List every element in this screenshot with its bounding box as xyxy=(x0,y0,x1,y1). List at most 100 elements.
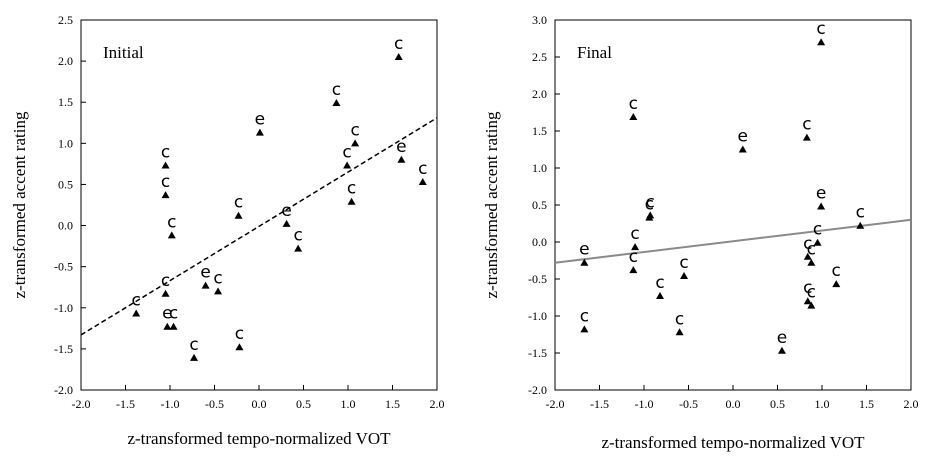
chart-0-point-marker xyxy=(169,322,178,330)
chart-1-x-tick-label: 0.5 xyxy=(770,397,785,411)
chart-1-point-marker xyxy=(807,258,816,266)
chart-0-point-marker xyxy=(235,343,244,351)
chart-1-point-label: c xyxy=(856,203,865,223)
chart-1-point-label: c xyxy=(802,115,811,135)
chart-0-point-label: c xyxy=(342,143,351,163)
chart-1-point-marker xyxy=(856,221,865,229)
chart-0-point-label: e xyxy=(281,201,291,221)
chart-1-point-marker xyxy=(646,211,655,219)
chart-0-point-marker xyxy=(214,287,223,295)
chart-0-point-marker xyxy=(167,231,176,239)
chart-1-point-label: e xyxy=(738,127,748,147)
chart-1-point-marker xyxy=(738,145,747,153)
chart-1-y-axis-label: z-transformed accent rating xyxy=(482,111,501,298)
chart-1-panel-title: Final xyxy=(577,43,612,62)
chart-0-point-label: c xyxy=(132,291,141,311)
chart-0-point-label: c xyxy=(213,268,222,288)
chart-0-y-tick-label: 2.5 xyxy=(58,13,73,27)
chart-1-point-label: c xyxy=(645,195,654,215)
chart-0-panel-title: Initial xyxy=(103,43,144,62)
chart-0-x-tick-label: 1.5 xyxy=(385,397,400,411)
chart-1-point-label: c xyxy=(630,224,639,244)
chart-1-point-marker xyxy=(580,258,589,266)
chart-0-point-marker xyxy=(201,281,210,289)
chart-0-y-tick-label: -2.0 xyxy=(54,383,73,397)
chart-1-point-marker xyxy=(675,328,684,336)
panel-initial: -2.0 -1.5 -1.0 -0.5 0.0 0.5 1.0 1.5 2.0 -2.0 -1.5 -… xyxy=(10,13,445,448)
chart-1-x-tick-label: -1.5 xyxy=(590,397,609,411)
chart-0-point-marker xyxy=(163,322,172,330)
chart-1-point-marker xyxy=(803,252,812,260)
chart-1-y-tick-label: 2.5 xyxy=(532,50,547,64)
chart-0-point-marker xyxy=(397,155,406,163)
chart-1-point-label: c xyxy=(807,240,816,260)
chart-1-point-label: c xyxy=(803,234,812,254)
chart-0-y-tick-label: 1.0 xyxy=(58,136,73,150)
chart-1-x-tick-label: -2.0 xyxy=(546,397,565,411)
chart-0-point-label: c xyxy=(418,159,427,179)
chart-0-point-marker xyxy=(161,161,170,169)
chart-1-point-marker xyxy=(680,272,689,280)
chart-1-point-label: c xyxy=(807,283,816,303)
chart-1-y-tick-label: 0.5 xyxy=(532,198,547,212)
chart-1-x-tick-label: 1.0 xyxy=(815,397,830,411)
chart-0-point-marker xyxy=(190,353,199,361)
chart-1-y-tick-label: 0.0 xyxy=(532,235,547,249)
chart-1-x-tick-label: -0.5 xyxy=(679,397,698,411)
chart-1-point-marker xyxy=(580,325,589,333)
chart-1-point-label: c xyxy=(679,253,688,273)
chart-1-point-marker xyxy=(629,112,638,120)
chart-0-point-marker xyxy=(332,99,341,107)
chart-0-y-axis-label: z-transformed accent rating xyxy=(10,111,29,298)
chart-0-point-marker xyxy=(394,53,403,60)
chart-0-x-tick-label: -1.0 xyxy=(161,397,180,411)
chart-0-y-tick-label: -1.5 xyxy=(54,342,73,356)
chart-0-x-tick-label: 1.0 xyxy=(341,397,356,411)
panel-final: -2.0 -1.5 -1.0 -0.5 0.0 0.5 1.0 1.5 2.0 -2.0 -1.5 -… xyxy=(482,13,919,452)
chart-1-x-tick-label: 2.0 xyxy=(904,397,919,411)
chart-1-x-axis-label: z-transformed tempo-normalized VOT xyxy=(601,433,865,452)
chart-0-y-tick-label: 0.0 xyxy=(58,219,73,233)
chart-1-x-tick-label: 1.5 xyxy=(859,397,874,411)
chart-0-x-axis-label: z-transformed tempo-normalized VOT xyxy=(127,429,391,448)
chart-1-point-label: c xyxy=(646,192,655,212)
chart-0-y-tick-label: 2.0 xyxy=(58,54,73,68)
chart-1-point-marker xyxy=(631,243,640,251)
chart-1-point-marker xyxy=(817,38,826,46)
chart-0-point-label: e xyxy=(200,263,210,283)
chart-0-point-marker xyxy=(347,197,356,205)
chart-0-trendline xyxy=(80,117,438,336)
chart-1-y-tick-label: 2.0 xyxy=(532,87,547,101)
chart-1-y-tick-label: 1.5 xyxy=(532,124,547,138)
chart-1-point-label: e xyxy=(579,240,589,260)
chart-0-point-marker xyxy=(282,219,291,227)
chart-1-y-tick-label: -1.0 xyxy=(528,309,547,323)
chart-1-point-label: c xyxy=(580,306,589,326)
chart-1-trendline xyxy=(554,218,912,264)
chart-0-point-label: c xyxy=(293,226,302,246)
chart-1-point-marker xyxy=(802,133,811,141)
chart-1-point-marker xyxy=(832,280,841,288)
chart-0-point-label: e xyxy=(255,110,265,130)
chart-1-point-label: c xyxy=(803,278,812,298)
chart-0-x-tick-label: 0.0 xyxy=(252,397,267,411)
chart-1-point-label: c xyxy=(655,273,664,293)
chart-1-point-label: e xyxy=(816,183,826,203)
chart-0-point-marker xyxy=(294,244,303,252)
chart-1-point-label: c xyxy=(813,220,822,240)
chart-0-point-label: c xyxy=(332,80,341,100)
chart-0-point-label: c xyxy=(161,172,170,192)
chart-0-point-label: c xyxy=(394,34,403,54)
chart-1-point-label: c xyxy=(675,309,684,329)
chart-0-point-label: c xyxy=(167,212,176,232)
chart-1-point-marker xyxy=(656,292,665,300)
chart-0-x-tick-label: -0.5 xyxy=(205,397,224,411)
chart-0-point-marker xyxy=(343,161,352,169)
chart-0-point-label: e xyxy=(162,304,172,324)
chart-1-y-tick-label: -0.5 xyxy=(528,272,547,286)
chart-0-point-label: c xyxy=(161,271,170,291)
chart-0-point-label: c xyxy=(235,324,244,344)
chart-1-point-label: c xyxy=(629,247,638,267)
chart-0-point-label: c xyxy=(234,193,243,213)
chart-1-point-marker xyxy=(777,346,786,354)
